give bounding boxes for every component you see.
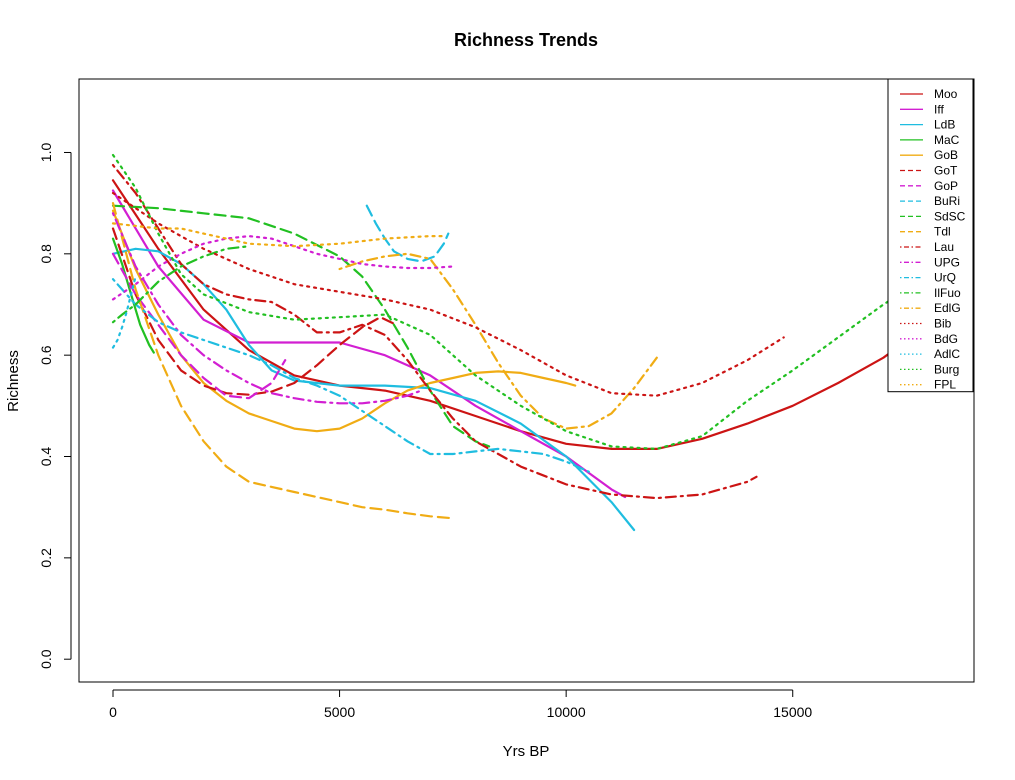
series-line-bdg [111, 235, 454, 301]
legend-label-buri: BuRi [934, 194, 960, 208]
legend-label-gop: GoP [934, 179, 958, 193]
series-line-tdl [111, 202, 454, 520]
legend-label-ldb: LdB [934, 118, 955, 132]
y-axis-label: Richness [5, 350, 22, 412]
legend-label-iff: Iff [934, 102, 944, 116]
series-line-buri [365, 204, 450, 263]
series-line-adlc [111, 275, 137, 349]
series-line-got [111, 227, 395, 396]
legend-label-ilfuo: IlFuo [934, 286, 961, 300]
series-line-bib [111, 191, 785, 397]
legend-label-lau: Lau [934, 240, 954, 254]
x-tick-label: 15000 [773, 704, 812, 720]
legend-box [887, 78, 974, 393]
legend-label-got: GoT [934, 164, 958, 178]
series-line-edlg [338, 252, 658, 430]
series-line-upg [111, 212, 423, 405]
series-layer [111, 153, 930, 532]
legend-label-gob: GoB [934, 148, 958, 162]
y-tick-label: 0.4 [38, 447, 54, 467]
x-tick-label: 5000 [324, 704, 355, 720]
legend-label-bdg: BdG [934, 332, 958, 346]
series-line-mac [111, 237, 155, 354]
legend-label-mac: MaC [934, 133, 960, 147]
legend-label-sdsc: SdSC [934, 209, 966, 223]
y-tick-label: 0.8 [38, 244, 54, 264]
series-line-gop [111, 252, 287, 400]
legend-label-upg: UPG [934, 255, 960, 269]
legend-label-fpl: FPL [934, 378, 956, 392]
x-tick-label: 10000 [547, 704, 586, 720]
series-line-urq [111, 278, 590, 473]
x-axis: 0 5000 10000 15000 [109, 689, 812, 720]
series-line-fpl [111, 222, 445, 248]
x-tick-label: 0 [109, 704, 117, 720]
y-tick-label: 0.6 [38, 345, 54, 365]
y-axis: 0.0 0.2 0.4 0.6 0.8 1.0 [38, 143, 72, 669]
series-line-sdsc [111, 204, 491, 448]
legend-label-bib: Bib [934, 317, 952, 331]
legend-label-moo: Moo [934, 87, 958, 101]
series-line-lau [111, 164, 758, 500]
plot-frame [78, 78, 975, 683]
x-axis-label: Yrs BP [503, 743, 550, 760]
y-tick-label: 0.2 [38, 548, 54, 568]
y-tick-label: 1.0 [38, 143, 54, 163]
legend-label-adlc: AdlC [934, 347, 960, 361]
legend-label-urq: UrQ [934, 271, 956, 285]
legend-label-tdl: Tdl [934, 225, 951, 239]
chart-title: Richness Trends [454, 30, 598, 50]
series-line-burg [111, 153, 921, 450]
y-tick-label: 0.0 [38, 649, 54, 669]
legend-label-burg: Burg [934, 362, 959, 376]
series-line-gob [111, 209, 577, 433]
legend-label-edlg: EdlG [934, 301, 961, 315]
series-line-ilfuo [111, 245, 250, 324]
